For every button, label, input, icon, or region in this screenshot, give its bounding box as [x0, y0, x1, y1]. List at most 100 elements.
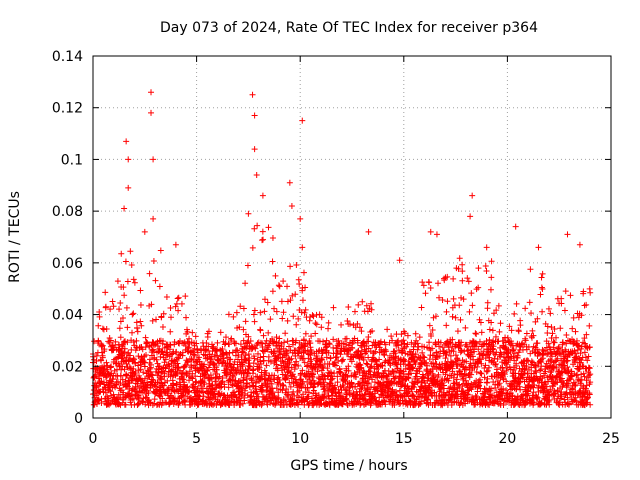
- data-point: [300, 336, 307, 343]
- data-point: [121, 345, 128, 352]
- data-point: [148, 301, 155, 308]
- data-point: [483, 268, 490, 275]
- data-point: [467, 213, 474, 220]
- data-point: [302, 284, 309, 291]
- data-point: [483, 244, 490, 251]
- data-point: [585, 353, 592, 360]
- data-point: [176, 352, 183, 359]
- data-point: [363, 360, 370, 367]
- data-point: [125, 184, 132, 191]
- y-tick-label: 0.02: [52, 359, 83, 375]
- data-point: [522, 305, 529, 312]
- data-point: [198, 388, 205, 395]
- data-point: [343, 335, 350, 342]
- data-point: [280, 278, 287, 285]
- data-point: [156, 283, 163, 290]
- data-point: [299, 244, 306, 251]
- data-point: [433, 231, 440, 238]
- data-point: [495, 302, 502, 309]
- data-point: [179, 392, 186, 399]
- data-point: [132, 369, 139, 376]
- data-point: [163, 294, 170, 301]
- data-point: [130, 338, 137, 345]
- data-point: [228, 399, 235, 406]
- data-point: [204, 333, 211, 340]
- data-point: [204, 367, 211, 374]
- data-point: [110, 303, 117, 310]
- data-point: [120, 389, 127, 396]
- data-point: [151, 396, 158, 403]
- data-point: [312, 320, 319, 327]
- data-point: [167, 304, 174, 311]
- data-point: [327, 355, 334, 362]
- data-point: [173, 380, 180, 387]
- data-point: [486, 326, 493, 333]
- data-point: [208, 375, 215, 382]
- data-point: [339, 358, 346, 365]
- data-point: [183, 314, 190, 321]
- data-point: [139, 346, 146, 353]
- data-point: [143, 351, 149, 358]
- data-point: [229, 349, 236, 356]
- data-point: [137, 301, 144, 308]
- data-point: [119, 314, 126, 321]
- data-point: [476, 316, 483, 323]
- data-point: [300, 355, 307, 362]
- data-point: [124, 278, 131, 285]
- data-point: [205, 364, 212, 371]
- data-point: [477, 369, 484, 376]
- data-point: [484, 367, 491, 374]
- data-point: [93, 384, 100, 391]
- data-point: [208, 356, 215, 363]
- y-tick-labels: 0 0.02 0.04 0.06 0.08 0.1 0.12 0.14: [52, 49, 83, 427]
- data-point: [116, 306, 123, 313]
- data-point: [487, 286, 494, 293]
- data-point: [528, 310, 535, 317]
- data-point: [116, 325, 123, 332]
- data-point: [355, 301, 362, 308]
- data-point: [562, 288, 569, 295]
- data-point: [418, 304, 425, 311]
- data-point: [230, 373, 237, 380]
- data-point: [171, 339, 178, 346]
- data-point: [140, 369, 147, 376]
- data-point: [103, 366, 110, 373]
- data-point: [496, 328, 503, 335]
- data-point: [171, 397, 178, 404]
- data-point: [468, 290, 475, 297]
- data-point: [180, 376, 187, 383]
- data-point: [513, 300, 520, 307]
- data-point: [351, 308, 358, 315]
- data-point: [254, 222, 261, 229]
- data-point: [245, 210, 252, 217]
- data-point: [146, 270, 153, 277]
- data-point: [443, 322, 450, 329]
- data-point: [106, 387, 113, 394]
- data-point: [102, 303, 109, 310]
- data-point: [300, 269, 307, 276]
- data-point: [232, 340, 239, 347]
- data-point: [117, 334, 124, 341]
- data-point: [131, 356, 138, 363]
- data-point: [265, 329, 272, 336]
- data-point: [250, 360, 257, 367]
- data-point: [95, 396, 102, 403]
- data-point: [293, 321, 300, 328]
- data-point: [135, 353, 142, 360]
- data-point: [269, 288, 276, 295]
- data-point: [275, 282, 282, 289]
- y-tick-label: 0.04: [52, 308, 83, 324]
- data-point: [426, 339, 433, 346]
- data-point: [226, 341, 233, 348]
- data-point: [153, 316, 160, 323]
- data-point: [435, 280, 442, 287]
- data-point: [148, 361, 155, 368]
- data-point: [523, 330, 530, 337]
- data-point: [572, 328, 579, 335]
- data-point: [142, 334, 149, 341]
- data-point: [284, 317, 291, 324]
- data-point: [200, 389, 207, 396]
- data-point: [251, 318, 258, 325]
- data-point: [105, 338, 112, 345]
- data-point: [279, 315, 286, 322]
